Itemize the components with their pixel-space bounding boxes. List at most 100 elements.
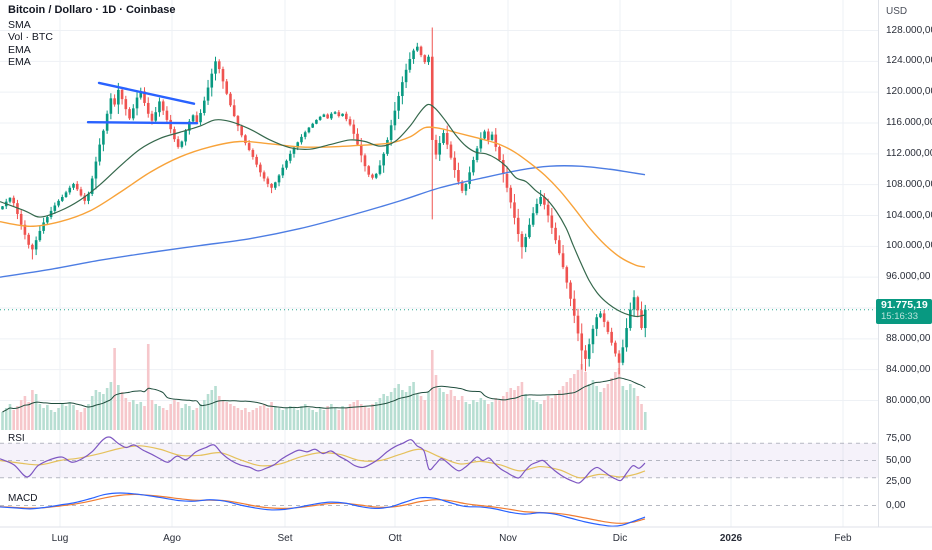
volume-bar [416, 394, 419, 430]
indicator-label-sma[interactable]: SMA [8, 18, 31, 31]
candle [146, 102, 150, 114]
time-axis[interactable]: Lug Ago Set Ott Nov Dic 2026 Feb [0, 527, 932, 550]
candle [363, 155, 367, 167]
volume-bar [330, 404, 333, 430]
volume-bar [606, 384, 610, 430]
candle [158, 101, 161, 113]
volume-bar [131, 400, 135, 430]
candle [614, 342, 617, 354]
volume-bar [554, 394, 557, 430]
volume-bar [281, 410, 285, 430]
macd-line [0, 492, 646, 527]
macd-pane-label[interactable]: MACD [8, 493, 38, 504]
volume-bar [161, 408, 165, 430]
volume-bar [113, 348, 116, 430]
trendline[interactable] [97, 81, 196, 105]
volume-bar [31, 390, 34, 430]
candle [274, 182, 277, 188]
price-tick-label: 88.000,00 [886, 332, 931, 344]
volume-bar [326, 406, 329, 430]
volume-bar [75, 410, 79, 430]
rsi-tick-label: 75,00 [886, 432, 912, 444]
candle [34, 240, 38, 250]
volume-bar [154, 404, 158, 430]
volume-bar [546, 396, 550, 430]
price-axis[interactable]: 128.000,00 124.000,00 120.000,00 116.000,00… [879, 0, 932, 527]
volume-bar [90, 396, 94, 430]
candle [629, 309, 632, 329]
volume-bar [1, 412, 4, 430]
volume-bar [247, 412, 251, 430]
candle [262, 172, 266, 179]
candle [412, 50, 415, 60]
indicator-label-ema-1[interactable]: EMA [8, 43, 31, 56]
volume-bar [468, 404, 471, 430]
candle [109, 98, 113, 114]
symbol-title[interactable]: Bitcoin / Dollaro · 1D · Coinbase [8, 4, 176, 16]
macd-signal-line [0, 493, 646, 524]
rsi-pane-label[interactable]: RSI [8, 433, 25, 444]
price-tick-label: 120.000,00 [886, 86, 932, 98]
candle [57, 200, 60, 206]
candle [38, 230, 42, 241]
candle [475, 148, 479, 161]
time-tick-label: Ago [163, 533, 181, 544]
volume-bar [371, 404, 374, 430]
volume-bar [255, 408, 258, 430]
candle [311, 123, 314, 128]
candle [584, 350, 587, 359]
volume-bar [445, 394, 449, 430]
volume-bar [72, 405, 75, 430]
candle [124, 99, 128, 110]
candle [371, 174, 374, 178]
price-tick-label: 108.000,00 [886, 178, 932, 190]
volume-bar [236, 408, 240, 430]
volume-bar [262, 404, 266, 430]
volume-bar [442, 392, 445, 430]
volume-bar [531, 400, 535, 430]
volume-bar [472, 400, 475, 430]
candle [184, 130, 187, 142]
volume-bar [296, 410, 300, 430]
candle [251, 149, 255, 157]
price-tick-label: 124.000,00 [886, 55, 932, 67]
volume-bar [535, 402, 539, 430]
volume-bar [60, 404, 64, 430]
candle [27, 234, 30, 245]
volume-bar [614, 372, 617, 430]
volume-bar [117, 385, 120, 430]
volume-bar [46, 405, 49, 430]
volume-bar [438, 388, 442, 430]
indicator-label-volume[interactable]: Vol · BTC [8, 31, 53, 43]
volume-bar [8, 404, 12, 430]
volume-bar [150, 400, 154, 430]
candle [359, 144, 363, 156]
volume-bar [528, 398, 531, 430]
trendline[interactable] [86, 121, 199, 125]
indicator-label-ema-2[interactable]: EMA [8, 56, 31, 68]
candle [83, 195, 87, 201]
time-tick-label: Nov [499, 533, 517, 544]
candle [423, 55, 427, 63]
volume-bar [569, 378, 572, 430]
volume-bar [457, 400, 460, 430]
chart-legend: Bitcoin / Dollaro · 1D · Coinbase SMA Vo… [8, 4, 176, 70]
ema-slow-line [0, 126, 646, 268]
volume-bar [214, 386, 217, 430]
volume-bar [244, 408, 247, 430]
volume-bar [288, 406, 292, 430]
candle [610, 331, 613, 343]
volume-bar [509, 388, 513, 430]
volume-bar [217, 396, 221, 430]
volume-bar [341, 406, 344, 430]
time-tick-label: Ott [388, 533, 402, 544]
candle [438, 143, 442, 155]
candle [520, 234, 524, 248]
volume-bar [595, 386, 598, 430]
volume-bar [378, 398, 382, 430]
candle [79, 189, 83, 196]
volume-bar [487, 404, 490, 430]
candle [255, 156, 258, 165]
